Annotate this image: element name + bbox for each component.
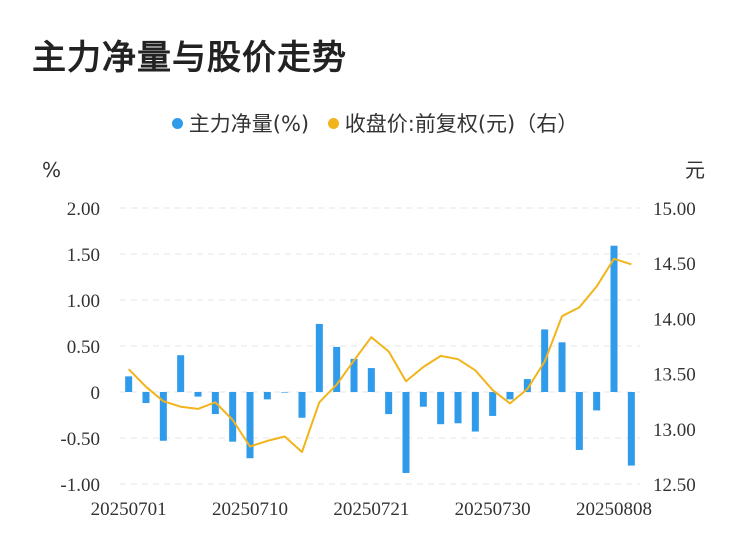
price-line <box>127 257 632 453</box>
y-right-axis: 15.00 14.50 14.00 13.50 13.00 12.50 <box>653 199 696 496</box>
x-tick-label: 20250721 <box>333 499 409 520</box>
bar <box>402 392 410 473</box>
x-tick-label: 20250730 <box>455 499 531 520</box>
bar <box>489 392 497 416</box>
legend-item-line[interactable]: 收盘价:前复权(元)（右） <box>327 108 579 138</box>
bar <box>610 245 618 392</box>
grid-lines <box>120 207 640 485</box>
bar <box>263 392 271 400</box>
bar <box>506 392 514 400</box>
y-right-unit: 元 <box>685 158 705 182</box>
bar <box>125 376 133 392</box>
bar <box>246 392 254 459</box>
bar <box>194 392 202 397</box>
bar <box>385 392 393 415</box>
y-left-unit: % <box>42 158 61 182</box>
bar <box>575 392 583 450</box>
y-left-tick-label: 1.50 <box>67 245 100 266</box>
x-axis: 20250701 20250710 20250721 20250730 20250808 <box>91 499 652 520</box>
y-right-tick-label: 12.50 <box>653 475 696 496</box>
legend-bar-label: 主力净量(%) <box>188 112 310 136</box>
legend-line-label: 收盘价:前复权(元)（右） <box>344 112 579 136</box>
bar <box>419 392 427 407</box>
legend-line-dot-icon <box>327 117 339 129</box>
bar <box>367 368 375 392</box>
bar <box>558 342 566 392</box>
legend: 主力净量(%) 收盘价:前复权(元)（右） <box>0 108 750 138</box>
y-left-tick-label: 1.00 <box>67 291 100 312</box>
bar <box>315 323 323 392</box>
bar <box>333 346 341 392</box>
bar <box>350 358 358 392</box>
bar <box>437 392 445 425</box>
y-right-tick-label: 14.00 <box>653 309 696 330</box>
y-right-tick-label: 14.50 <box>653 254 696 275</box>
y-right-tick-label: 13.00 <box>653 420 696 441</box>
bar <box>281 392 289 393</box>
y-right-tick-label: 15.00 <box>653 199 696 220</box>
x-tick-label: 20250808 <box>576 499 652 520</box>
y-right-tick-label: 13.50 <box>653 365 696 386</box>
bar <box>593 392 601 411</box>
bar <box>159 392 167 441</box>
y-left-tick-label: 0 <box>91 383 101 404</box>
y-left-tick-label: 0.50 <box>67 337 100 358</box>
bar <box>229 392 237 442</box>
bar <box>471 392 479 432</box>
legend-bar-dot-icon <box>171 117 183 129</box>
y-left-tick-label: 2.00 <box>67 199 100 220</box>
y-left-tick-label: -0.50 <box>60 429 100 450</box>
y-left-tick-label: -1.00 <box>60 475 100 496</box>
bar <box>177 355 185 392</box>
legend-item-bar[interactable]: 主力净量(%) <box>171 108 310 138</box>
bar <box>627 392 635 466</box>
line-series <box>127 257 632 453</box>
bar <box>298 392 306 418</box>
x-tick-label: 20250710 <box>212 499 288 520</box>
bar-series <box>125 245 635 473</box>
chart-title: 主力净量与股价走势 <box>32 38 347 78</box>
bar <box>142 392 150 404</box>
bar <box>454 392 462 424</box>
y-left-axis: 2.00 1.50 1.00 0.50 0 -0.50 -1.00 <box>60 199 100 496</box>
bar <box>523 379 531 392</box>
x-tick-label: 20250701 <box>91 499 167 520</box>
